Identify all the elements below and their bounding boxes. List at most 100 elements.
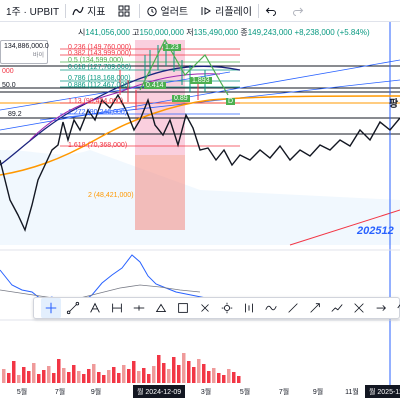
volume-bar xyxy=(172,357,176,383)
replay-button[interactable]: 리플레이 xyxy=(194,0,258,22)
trend-icon xyxy=(331,304,343,312)
settings-tool[interactable] xyxy=(217,298,237,318)
change-value: +8,238,000 (+5.84%) xyxy=(294,28,370,37)
replay-icon xyxy=(201,6,212,15)
time-axis: 5월 7월 9월 월 2024-12-09 3월 5월 7월 9월 11월 월 … xyxy=(0,385,400,400)
high-value: 150,000,000 xyxy=(139,28,184,37)
arrow-tool[interactable] xyxy=(305,298,325,318)
clear-tool[interactable] xyxy=(195,298,215,318)
left-level-000: 000 xyxy=(2,68,14,75)
volume-bar xyxy=(62,368,66,383)
side-label: 팡 xyxy=(389,99,399,110)
redo-button[interactable] xyxy=(286,0,313,22)
buy-price-box[interactable]: 134,886,000.0 바이 xyxy=(0,40,49,64)
volume-bar xyxy=(107,370,111,383)
fork-tool[interactable] xyxy=(85,298,105,318)
time-label: 5월 xyxy=(239,389,251,396)
time-label: 5월 xyxy=(16,389,28,396)
horizontal-ray-icon xyxy=(133,305,145,311)
left-value-label: 89.2 xyxy=(8,111,22,118)
volume-bar xyxy=(217,373,221,383)
volume-bars xyxy=(2,353,241,383)
volume-bar xyxy=(52,373,56,383)
volume-bar xyxy=(187,361,191,383)
drawing-toolbar xyxy=(33,297,400,319)
arrow-icon xyxy=(310,303,320,313)
arrow-right-tool[interactable] xyxy=(371,298,391,318)
cross-line-tool[interactable] xyxy=(349,298,369,318)
marker-1-893: 1.893 xyxy=(190,77,212,84)
volume-bar xyxy=(182,353,186,383)
low-label: 저 xyxy=(186,28,194,37)
time-label: 7월 xyxy=(54,389,66,396)
trend-line-tool[interactable] xyxy=(63,298,83,318)
fork-icon xyxy=(90,302,100,313)
volume-bar xyxy=(77,371,81,383)
ruler-tool[interactable] xyxy=(107,298,127,318)
time-label: 9월 xyxy=(312,389,324,396)
open-value: 141,056,000 xyxy=(85,28,130,37)
wave-tool[interactable] xyxy=(261,298,281,318)
fib-level-label: 1.618 (70,368,000) xyxy=(68,142,128,149)
volume-bar xyxy=(177,365,181,383)
volume-bar xyxy=(132,361,136,383)
volume-bar xyxy=(42,370,46,383)
fib-level-label: 1.13 (98,404,000) xyxy=(68,98,124,105)
bar-pattern-icon xyxy=(245,303,253,313)
volume-bar xyxy=(87,369,91,383)
volume-bar xyxy=(97,372,101,383)
low-value: 135,490,000 xyxy=(193,28,239,37)
cross-line-icon xyxy=(354,303,364,313)
indicators-button[interactable]: 지표 xyxy=(66,0,111,22)
volume-bar xyxy=(117,373,121,383)
horizontal-ray-tool[interactable] xyxy=(129,298,149,318)
alert-button[interactable]: 얼러트 xyxy=(140,0,195,22)
wave-pattern-icon xyxy=(397,304,400,309)
date-annotation: 202512 xyxy=(357,225,394,237)
symbol-label: 1주 · UPBIT xyxy=(6,7,60,18)
volume-bar xyxy=(142,368,146,383)
undo-icon xyxy=(265,7,276,16)
marker-0-89: 0.89 xyxy=(172,95,190,102)
volume-bar xyxy=(82,374,86,383)
fib-level-label: 0.382 (143,999,000) xyxy=(68,50,132,57)
close-value: 149,243,000 xyxy=(247,28,293,37)
wave-pattern-tool[interactable] xyxy=(393,298,400,318)
volume-bar xyxy=(207,371,211,383)
box-tool[interactable] xyxy=(173,298,193,318)
volume-bar xyxy=(47,366,51,383)
redo-icon xyxy=(292,7,304,16)
volume-bar xyxy=(27,371,31,383)
volume-bar xyxy=(92,364,96,383)
buy-price: 134,886,000.0 xyxy=(4,43,49,50)
volume-bar xyxy=(112,367,116,383)
crosshair-tool[interactable] xyxy=(41,298,61,318)
price-chart[interactable] xyxy=(0,22,400,400)
volume-bar xyxy=(147,374,151,383)
undo-button[interactable] xyxy=(259,0,286,22)
bar-pattern-tool[interactable] xyxy=(239,298,259,318)
volume-bar xyxy=(202,364,206,383)
volume-bar xyxy=(137,371,141,383)
volume-bar xyxy=(192,367,196,383)
divider xyxy=(257,3,259,18)
volume-bar xyxy=(12,361,16,383)
volume-bar xyxy=(2,369,6,383)
symbol-selector[interactable]: 1주 · UPBIT xyxy=(0,0,65,22)
line-tool[interactable] xyxy=(283,298,303,318)
fib-level-label: 0.618 (127,789,000) xyxy=(68,64,132,71)
volume-bar xyxy=(17,375,21,383)
volume-bar xyxy=(127,369,131,383)
volume-bar xyxy=(197,359,201,383)
volume-bar xyxy=(222,375,226,383)
grid-layout-icon xyxy=(118,5,130,16)
layout-button[interactable] xyxy=(112,0,139,22)
volume-bar xyxy=(232,372,236,383)
alarm-clock-icon xyxy=(146,6,157,16)
divider xyxy=(138,3,140,18)
volume-bar xyxy=(72,365,76,383)
ruler-icon xyxy=(112,303,122,313)
triangle-tool[interactable] xyxy=(151,298,171,318)
fib-level-label: 0.886 (112,467,000) xyxy=(68,82,131,89)
trend-tool[interactable] xyxy=(327,298,347,318)
